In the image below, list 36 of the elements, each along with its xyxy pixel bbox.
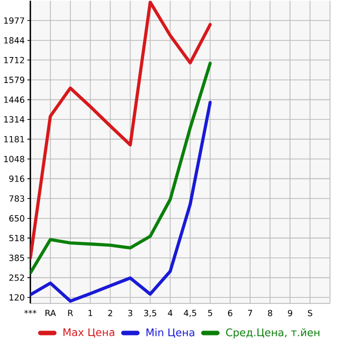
x-tick-label: 4,5 <box>184 310 196 318</box>
y-tick-label: 916 <box>9 176 24 182</box>
x-tick-label: 5 <box>208 310 212 316</box>
x-tick-label: RA <box>46 310 56 316</box>
y-tick-label: 1446 <box>4 96 24 104</box>
x-tick-label: 6 <box>228 310 232 316</box>
y-tick-label: 1844 <box>4 37 24 44</box>
line-series <box>30 62 212 275</box>
y-tick-label: 252 <box>9 274 24 282</box>
y-tick-label: 385 <box>9 254 24 262</box>
x-tick-label: 3 <box>128 310 132 316</box>
x-tick-label: S <box>308 310 312 316</box>
legend-label: Min Цена <box>146 328 194 338</box>
y-tick-label: 1048 <box>4 156 24 162</box>
y-tick-label: 1977 <box>4 18 24 24</box>
x-tick-label: 2 <box>108 310 112 316</box>
y-tick-label: 650 <box>9 215 24 222</box>
legend-label: Сред.Цена, т.йен <box>226 328 320 339</box>
y-tick-label: 1314 <box>4 116 24 123</box>
x-tick-label: 4 <box>168 310 172 316</box>
x-tick-label: 8 <box>268 310 272 316</box>
y-tick-label: 1712 <box>4 57 24 64</box>
x-tick-label: R <box>68 310 74 316</box>
x-tick-label: 9 <box>288 310 292 316</box>
x-tick-label: 7 <box>248 310 252 316</box>
legend-label: Max Цена <box>64 328 114 338</box>
x-tick-label: 1 <box>88 310 92 316</box>
y-tick-label: 1181 <box>4 136 24 143</box>
y-tick-label: 783 <box>9 196 24 202</box>
y-tick-label: 518 <box>9 235 24 242</box>
y-tick-label: 1579 <box>4 76 24 84</box>
line-series <box>30 100 212 303</box>
x-tick-label: *** <box>24 310 36 314</box>
x-tick-label: 3,5 <box>144 310 156 318</box>
y-tick-label: 120 <box>10 294 24 301</box>
line-series <box>30 0 212 260</box>
